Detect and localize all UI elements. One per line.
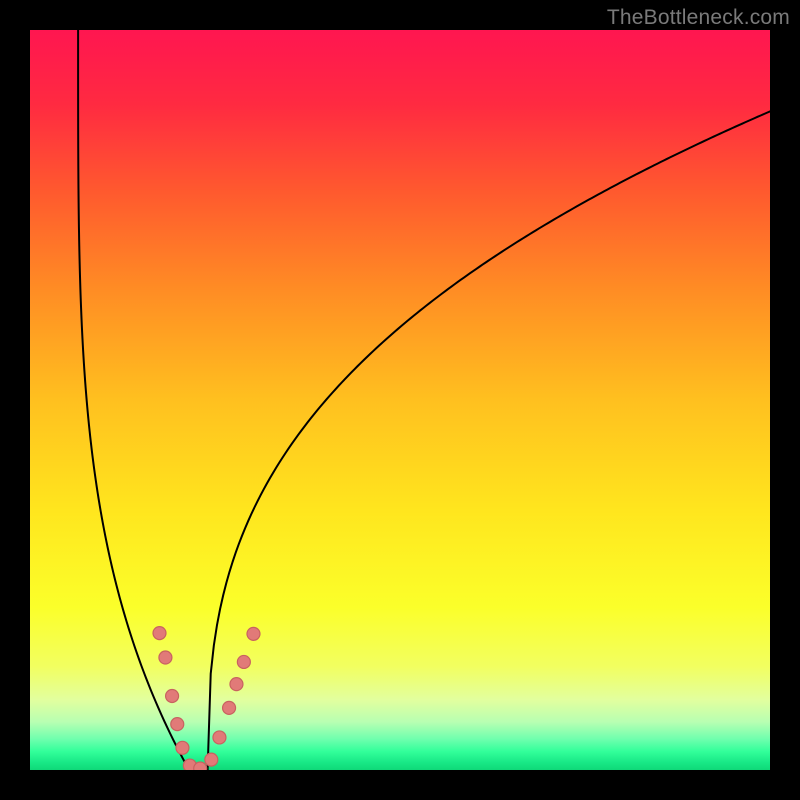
bottleneck-curve xyxy=(78,30,770,770)
watermark-text: TheBottleneck.com xyxy=(607,6,790,30)
plot-area xyxy=(30,30,770,770)
data-marker xyxy=(171,718,184,731)
data-marker xyxy=(153,627,166,640)
data-marker xyxy=(213,731,226,744)
data-marker xyxy=(159,651,172,664)
data-marker xyxy=(194,762,207,770)
chart-svg xyxy=(30,30,770,770)
data-marker xyxy=(176,741,189,754)
data-marker xyxy=(223,701,236,714)
data-marker xyxy=(205,753,218,766)
data-marker xyxy=(247,627,260,640)
data-marker xyxy=(237,655,250,668)
data-marker xyxy=(166,690,179,703)
data-marker xyxy=(230,678,243,691)
chart-stage: TheBottleneck.com xyxy=(0,0,800,800)
